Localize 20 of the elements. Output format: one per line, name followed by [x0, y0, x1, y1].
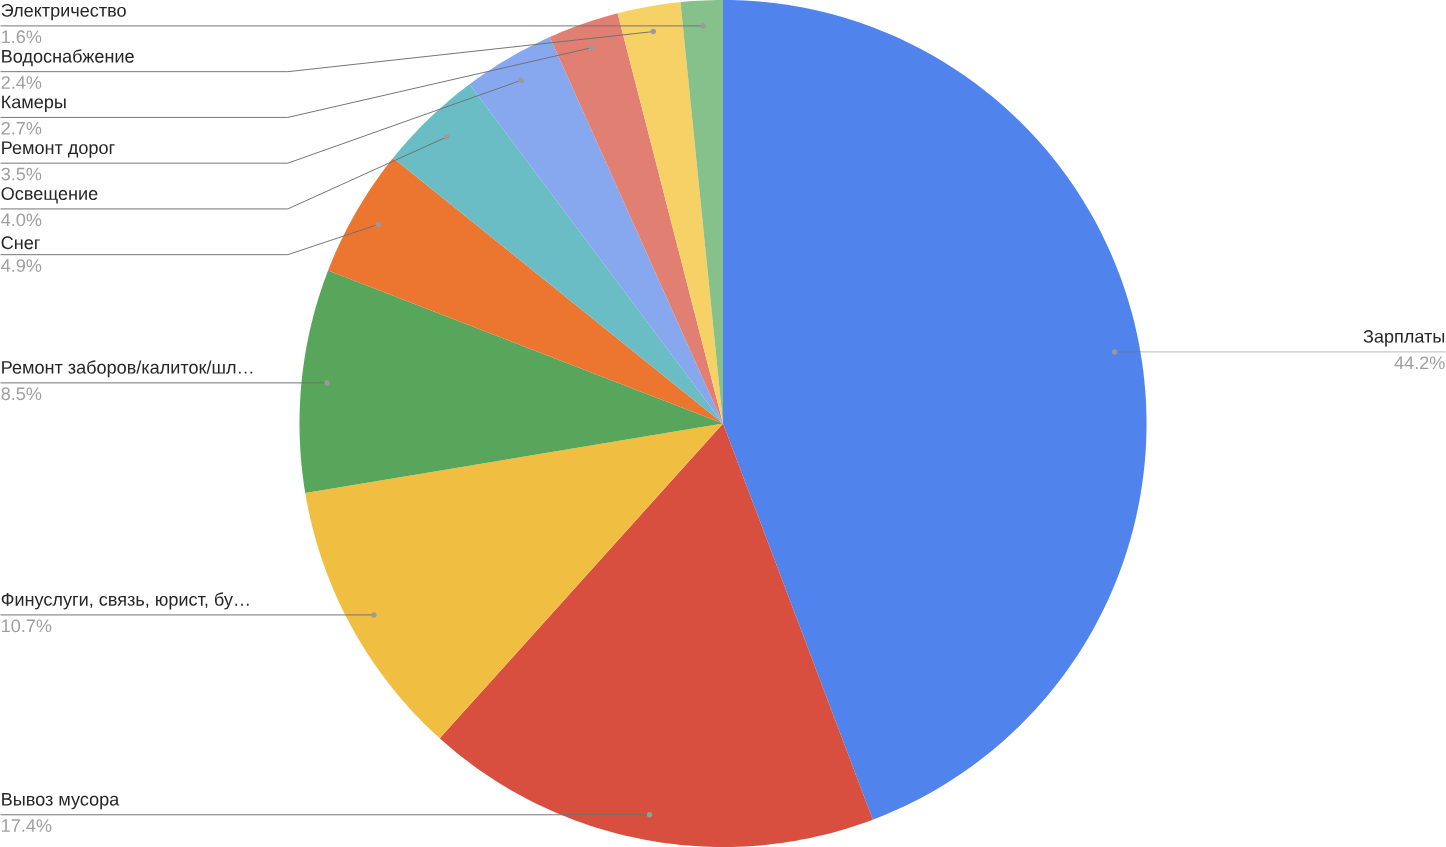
slice-label: Ремонт заборов/калиток/шл… — [2, 360, 253, 378]
slice-label: Освещение — [1, 187, 98, 204]
slice-label: Зарплаты — [1363, 330, 1445, 347]
data-label: 17.4% — [2, 819, 52, 832]
slice-label: Снег — [1, 236, 40, 250]
slice-label: Камеры — [2, 95, 66, 112]
data-label: 2.4% — [1, 76, 42, 89]
data-label: 1.6% — [2, 30, 42, 44]
slice-label: Ремонт дорог — [2, 141, 115, 158]
slice-label: Финуслуги, связь, юрист, бу… — [1, 592, 249, 610]
data-label: 2.7% — [1, 121, 42, 135]
slice-label: Вывоз мусора — [2, 793, 120, 810]
data-label: 10.7% — [2, 619, 52, 633]
data-label: 4.9% — [1, 259, 42, 272]
data-label: 44.2% — [1394, 356, 1445, 370]
slice-label: Электричество — [1, 3, 126, 21]
data-label: 8.5% — [1, 387, 42, 401]
slice-label: Водоснабжение — [2, 49, 134, 67]
data-label: 3.5% — [1, 167, 42, 181]
data-label: 4.0% — [1, 213, 42, 227]
